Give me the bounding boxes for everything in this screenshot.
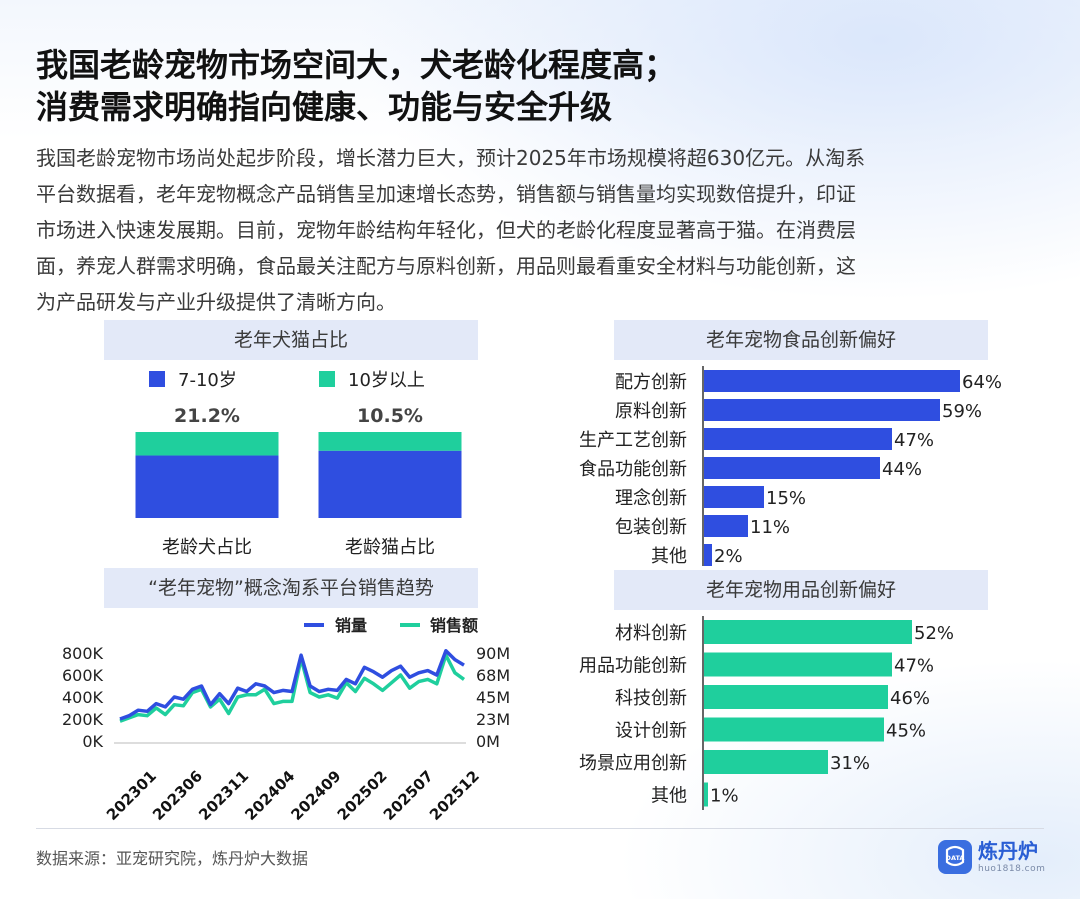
bar bbox=[704, 370, 960, 392]
brand-logo: DATA 炼丹炉 huo1818.com bbox=[938, 839, 1050, 879]
goods-innovation-chart-title: 老年宠物用品创新偏好 bbox=[614, 570, 988, 610]
category-label: 材料创新 bbox=[615, 623, 687, 644]
bar bbox=[704, 652, 892, 677]
intro-line: 面，养宠人群需求明确，食品最关注配方与原料创新，用品则最看重安全材料与功能创新，… bbox=[36, 254, 856, 278]
bar bbox=[704, 750, 828, 774]
category-label: 配方创新 bbox=[615, 372, 687, 393]
sales-trend-chart: 销量 销售额 800K 600K 400K 200K 0K 90M 68M 45M 23M 0M… bbox=[62, 616, 510, 823]
data-source-note: 数据来源：亚宠研究院，炼丹炉大数据 bbox=[36, 849, 309, 868]
value-label: 11% bbox=[750, 517, 790, 538]
value-label: 46% bbox=[890, 688, 930, 709]
legend-swatch-7-10 bbox=[149, 371, 165, 387]
legend-swatch-10-plus bbox=[319, 371, 335, 387]
intro-line: 市场进入快速发展期。目前，宠物年龄结构年轻化，但犬的老龄化程度显著高于猫。在消费… bbox=[36, 218, 856, 242]
pet-age-chart: 7-10岁 10岁以上 21.2% 10.5% 老龄犬占比 老龄猫占比 bbox=[135, 370, 462, 558]
bar bbox=[704, 428, 892, 450]
brand-logo-icon: DATA bbox=[938, 840, 972, 874]
series-line-revenue bbox=[119, 653, 466, 723]
y-right-tick: 68M bbox=[476, 666, 510, 685]
bar bbox=[704, 717, 884, 742]
bar-7-10-1 bbox=[318, 450, 462, 518]
y-left-tick: 600K bbox=[62, 666, 104, 685]
y-left-tick: 0K bbox=[82, 732, 103, 751]
category-label: 包装创新 bbox=[615, 517, 687, 538]
legend-label-7-10: 7-10岁 bbox=[178, 370, 237, 391]
category-label: 理念创新 bbox=[615, 487, 687, 509]
value-label: 15% bbox=[766, 488, 806, 509]
bar bbox=[704, 457, 880, 479]
series-line-volume bbox=[119, 649, 465, 721]
intro-line: 我国老龄宠物市场尚处起步阶段，增长潜力巨大，预计2025年市场规模将超630亿元… bbox=[36, 146, 866, 170]
bar bbox=[704, 486, 764, 508]
dog-total-label: 21.2% bbox=[174, 405, 240, 427]
dog-category-label: 老龄犬占比 bbox=[162, 537, 252, 558]
category-label: 食品功能创新 bbox=[579, 459, 687, 480]
value-label: 59% bbox=[942, 401, 982, 422]
value-label: 2% bbox=[714, 546, 743, 567]
category-label: 设计创新 bbox=[615, 721, 687, 742]
value-label: 64% bbox=[962, 372, 1002, 393]
value-label: 44% bbox=[882, 459, 922, 480]
intro-line: 为产品研发与产业升级提供了清晰方向。 bbox=[36, 290, 396, 314]
brand-logo-name: 炼丹炉 bbox=[978, 839, 1038, 863]
value-label: 31% bbox=[830, 753, 870, 774]
category-label: 科技创新 bbox=[615, 688, 687, 709]
y-right-tick: 0M bbox=[476, 732, 500, 751]
sales-trend-legend: 销量 销售额 bbox=[304, 616, 478, 635]
headline-line-2: 消费需求明确指向健康、功能与安全升级 bbox=[36, 88, 613, 126]
category-label: 原料创新 bbox=[615, 401, 687, 422]
intro-paragraph: 我国老龄宠物市场尚处起步阶段，增长潜力巨大，预计2025年市场规模将超630亿元… bbox=[36, 140, 1048, 320]
legend-label-10-plus: 10岁以上 bbox=[348, 370, 425, 391]
bar-10-plus-1 bbox=[318, 432, 462, 451]
footer-divider bbox=[36, 828, 1044, 829]
value-label: 47% bbox=[894, 430, 934, 451]
brand-logo-mark-text: DATA bbox=[946, 854, 965, 862]
headline-line-1: 我国老龄宠物市场空间大，犬老龄化程度高； bbox=[36, 46, 677, 84]
sales-trend-chart-title: “老年宠物”概念淘系平台销售趋势 bbox=[104, 568, 478, 608]
value-label: 1% bbox=[710, 786, 739, 807]
bar bbox=[704, 544, 712, 566]
bar-10-plus-0 bbox=[135, 432, 279, 456]
goods-innovation-chart: 材料创新 52% 用品功能创新 47% 科技创新 46% 设计创新 45% 场景应用创新 31% 其… bbox=[579, 616, 954, 810]
bar bbox=[704, 515, 748, 537]
y-right-tick: 90M bbox=[476, 644, 510, 663]
brand-logo-url: huo1818.com bbox=[978, 864, 1046, 874]
cat-category-label: 老龄猫占比 bbox=[345, 537, 435, 558]
y-right-tick: 45M bbox=[476, 688, 510, 707]
value-label: 47% bbox=[894, 656, 934, 677]
category-label: 用品功能创新 bbox=[579, 656, 687, 677]
bar bbox=[704, 685, 888, 709]
bar bbox=[704, 620, 912, 644]
bar bbox=[704, 399, 940, 421]
bar bbox=[704, 782, 708, 807]
legend-label-volume: 销量 bbox=[335, 616, 367, 635]
category-label: 其他 bbox=[651, 786, 687, 807]
intro-line: 平台数据看，老年宠物概念产品销售呈加速增长态势，销售额与销售量均实现数倍提升，印… bbox=[36, 182, 856, 206]
y-left-tick: 400K bbox=[62, 688, 104, 707]
y-right-tick: 23M bbox=[476, 710, 510, 729]
page-headline: 我国老龄宠物市场空间大，犬老龄化程度高； 消费需求明确指向健康、功能与安全升级 bbox=[36, 44, 1046, 128]
brand-logo-mark: DATA bbox=[946, 845, 965, 867]
legend-label-revenue: 销售额 bbox=[430, 616, 478, 635]
category-label: 其他 bbox=[651, 546, 687, 567]
y-left-tick: 200K bbox=[62, 710, 104, 729]
category-label: 场景应用创新 bbox=[579, 753, 687, 774]
y-left-tick: 800K bbox=[62, 644, 104, 663]
pet-age-legend: 7-10岁 10岁以上 bbox=[149, 370, 425, 391]
pet-age-chart-title: 老年犬猫占比 bbox=[104, 320, 478, 360]
category-label: 生产工艺创新 bbox=[579, 430, 687, 451]
value-label: 45% bbox=[886, 721, 926, 742]
value-label: 52% bbox=[914, 623, 954, 644]
cat-total-label: 10.5% bbox=[357, 405, 423, 427]
x-tick-label: 202512 bbox=[426, 767, 483, 823]
bar-7-10-0 bbox=[135, 455, 279, 518]
food-innovation-chart-title: 老年宠物食品创新偏好 bbox=[614, 320, 988, 360]
food-innovation-chart: 配方创新 64% 原料创新 59% 生产工艺创新 47% 食品功能创新 44% 理念创新 15% 包… bbox=[579, 366, 1002, 567]
